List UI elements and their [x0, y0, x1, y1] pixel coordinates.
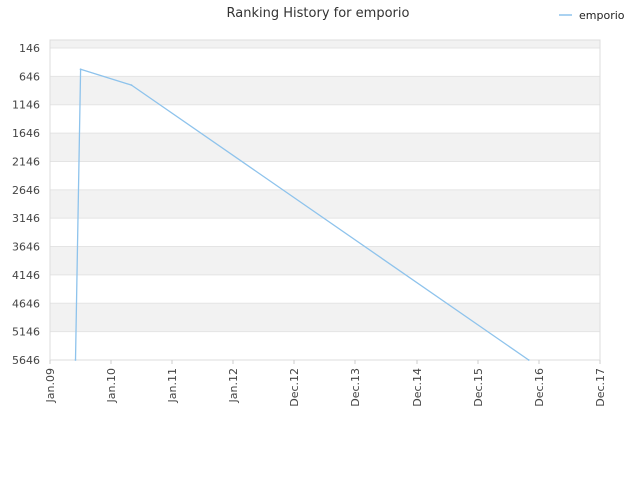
y-tick-label: 2646 [12, 184, 40, 197]
y-tick-label: 4146 [12, 269, 40, 282]
y-tick-label: 646 [19, 70, 40, 83]
y-tick-label: 5646 [12, 354, 40, 367]
y-tick-label: 1646 [12, 127, 40, 140]
y-tick-label: 4646 [12, 297, 40, 310]
x-tick-label: Dec.12 [288, 368, 301, 407]
y-tick-label: 3146 [12, 212, 40, 225]
x-tick-label: Jan.11 [166, 368, 179, 403]
plot-band [50, 133, 600, 162]
x-tick-label: Dec.16 [533, 368, 546, 407]
chart-title: Ranking History for emporio [227, 6, 410, 21]
plot-band [50, 246, 600, 275]
x-tick-label: Dec.15 [472, 368, 485, 407]
y-tick-label: 3646 [12, 241, 40, 254]
series-point-emporio [79, 68, 82, 71]
legend: emporio [559, 9, 625, 22]
x-tick-label: Jan.09 [44, 368, 57, 403]
x-tick-label: Jan.10 [105, 368, 118, 403]
plot-band [50, 76, 600, 105]
series-point-emporio [527, 359, 530, 361]
y-tick-label: 146 [19, 42, 40, 55]
series-line-emporio [74, 68, 530, 361]
series-layer [74, 68, 530, 361]
plot-band [50, 40, 600, 48]
y-tick-label: 5146 [12, 326, 40, 339]
plot-band [50, 189, 600, 219]
y-tick-label: 2146 [12, 155, 40, 168]
y-tick-label: 1146 [12, 99, 40, 112]
x-axis: Jan.09 Jan.10 Jan.11 Jan.12 Dec.12 Dec.13 Dec.… [44, 360, 607, 407]
x-tick-label: Dec.14 [411, 368, 424, 407]
plot-band [50, 303, 600, 332]
plot-border [49, 39, 601, 361]
series-point-emporio [130, 84, 133, 86]
x-tick-label: Dec.17 [594, 368, 607, 407]
y-axis: 146 646 1146 1646 2146 2646 3146 3646 4146 4646 51… [12, 42, 40, 367]
legend-label-emporio: emporio [579, 9, 625, 22]
x-tick-label: Dec.13 [349, 368, 362, 407]
series-point-emporio [74, 359, 77, 361]
x-tick-label: Jan.12 [227, 368, 240, 403]
plot-area [49, 39, 601, 361]
